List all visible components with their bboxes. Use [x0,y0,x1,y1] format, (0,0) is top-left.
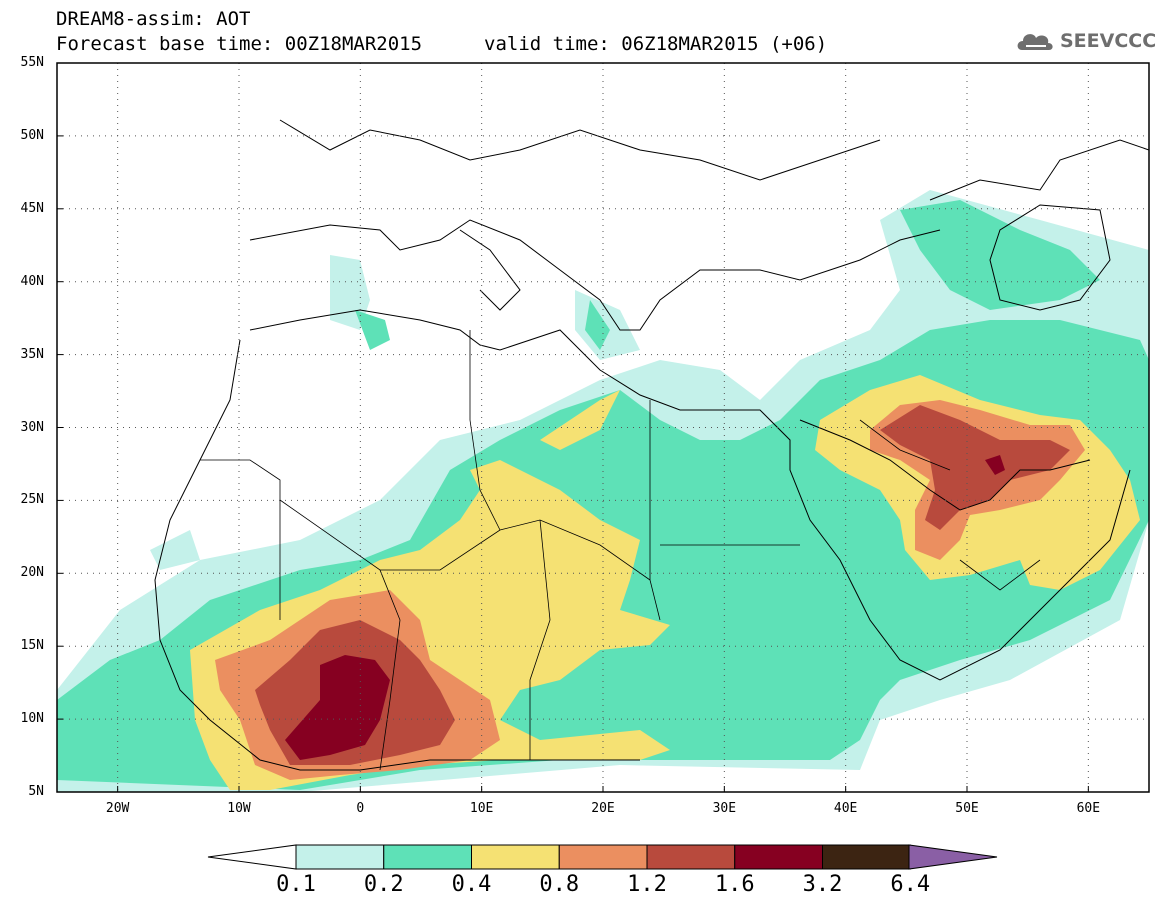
cloud-icon [1017,34,1053,50]
lon-label: 20E [591,801,615,816]
aot-level-1.6 [285,455,1005,760]
colorbar-label: 1.6 [714,872,755,897]
lat-label: 10N [20,711,44,727]
colorbar-cell [646,844,736,870]
lat-label: 35N [20,346,44,362]
colorbar-cell [471,844,560,870]
colorbar-cell [295,844,385,870]
lon-label: 10E [469,801,494,816]
forecast-base-time: Forecast base time: 00Z18MAR2015 [56,33,423,55]
valid-time: valid time: 06Z18MAR2015 (+06) [484,33,828,55]
lat-label: 5N [28,784,44,799]
lat-label: 55N [20,55,44,70]
colorbar-cell [822,844,911,870]
colorbar-label: 6.4 [890,872,931,897]
lat-label: 50N [20,127,44,143]
colorbar-cell [383,844,472,870]
lon-label: 40E [833,801,858,816]
colorbar-cell [558,844,648,870]
lon-label: 20W [105,801,130,816]
logo-text: SEEVCCC [1060,30,1157,52]
colorbar-low-arrow [207,844,297,870]
country-borders [200,330,1041,771]
lat-label: 45N [20,200,44,216]
lon-label: 10W [227,801,251,816]
colorbar-label: 0.4 [451,872,492,897]
lat-label: 30N [20,419,44,435]
colorbar-label: 0.2 [363,872,404,897]
colorbar-label: 1.2 [627,872,667,897]
lat-label: 15N [20,638,44,654]
lon-label: 30E [712,801,737,816]
map-title: DREAM8-assim: AOT [56,8,251,30]
coastlines [154,119,1149,771]
colorbar-label: 0.1 [276,872,316,897]
colorbar-high-arrow [908,844,998,870]
lat-label: 20N [20,565,44,581]
gridlines [57,63,1149,792]
colorbar-label: 3.2 [802,872,843,897]
colorbar-cell [734,844,823,870]
lon-label: 60E [1076,801,1101,816]
lon-label: 50E [955,801,979,816]
lat-label: 25N [20,492,44,508]
lon-label: 0 [356,801,365,816]
colorbar [207,844,998,870]
colorbar-label: 0.8 [539,872,580,897]
axis-ticks [57,62,1089,793]
lat-label: 40N [20,273,44,289]
